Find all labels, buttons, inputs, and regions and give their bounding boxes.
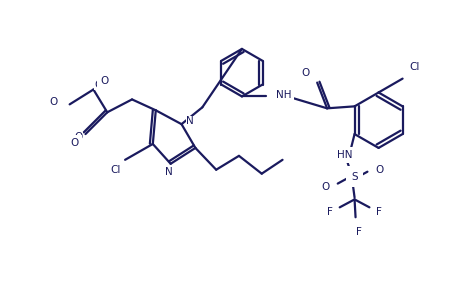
Text: O: O [48,97,56,107]
Text: F: F [327,207,333,217]
Text: O: O [94,80,103,90]
Text: HN: HN [337,150,352,160]
Text: O: O [74,132,83,142]
Text: Cl: Cl [111,165,121,175]
Text: O: O [100,76,109,85]
Text: N: N [165,167,172,177]
Text: F: F [376,207,382,217]
Text: O: O [49,97,58,107]
Text: N: N [187,116,194,126]
Text: F: F [356,227,361,237]
Text: O: O [375,165,383,175]
Text: Cl: Cl [409,62,420,72]
Text: S: S [351,172,358,182]
Text: O: O [70,138,79,148]
Text: O: O [301,68,309,78]
Text: O: O [322,182,330,191]
Text: O: O [52,97,60,107]
Text: NH: NH [276,91,291,100]
